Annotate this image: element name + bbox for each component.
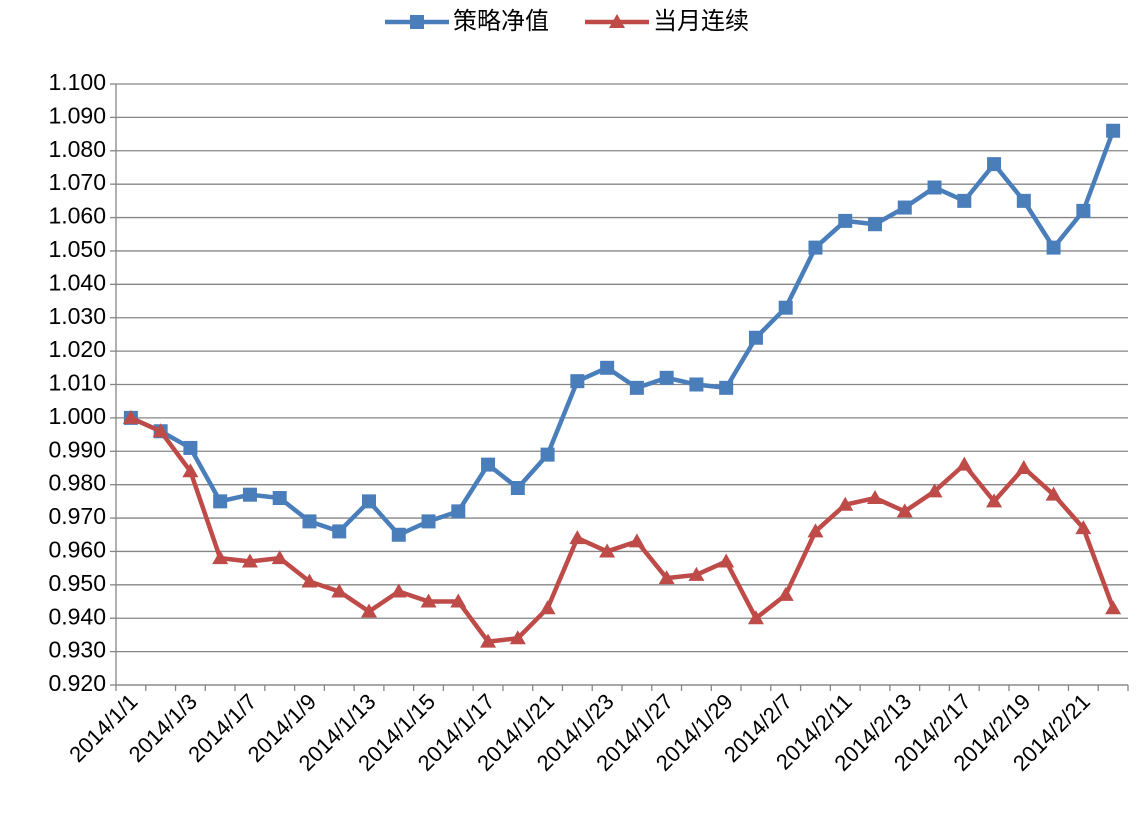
y-tick-label: 1.020 xyxy=(48,336,106,362)
y-tick-label: 1.060 xyxy=(48,203,106,229)
data-point xyxy=(599,543,616,558)
data-point xyxy=(719,380,734,395)
data-point xyxy=(747,610,764,625)
data-point xyxy=(896,503,913,518)
y-tick-label: 1.040 xyxy=(48,269,106,295)
legend-label: 策略净值 xyxy=(453,7,549,35)
y-tick-label: 0.940 xyxy=(48,603,106,629)
data-point xyxy=(510,481,525,496)
data-point xyxy=(659,370,674,385)
data-point xyxy=(332,524,347,539)
data-point xyxy=(301,573,318,588)
data-point xyxy=(628,533,645,548)
data-point xyxy=(450,593,467,608)
data-point xyxy=(481,457,496,472)
data-point xyxy=(926,483,943,498)
data-point xyxy=(718,553,735,568)
data-point xyxy=(837,496,854,511)
data-point xyxy=(927,180,942,195)
data-point xyxy=(391,527,406,542)
legend-label: 当月连续 xyxy=(653,7,749,35)
data-point xyxy=(957,193,972,208)
data-point xyxy=(242,487,257,502)
data-point xyxy=(213,494,228,509)
data-point xyxy=(1016,193,1031,208)
data-point xyxy=(302,514,317,529)
data-point xyxy=(807,523,824,538)
y-tick-label: 1.090 xyxy=(48,102,106,128)
y-tick-label: 1.010 xyxy=(48,370,106,396)
data-point xyxy=(986,493,1003,508)
data-point xyxy=(241,553,258,568)
data-point xyxy=(778,300,793,315)
data-point xyxy=(688,566,705,581)
data-point xyxy=(272,491,287,506)
y-tick-label: 0.950 xyxy=(48,570,106,596)
data-point xyxy=(658,570,675,585)
data-point xyxy=(570,374,585,389)
data-point xyxy=(629,380,644,395)
y-tick-label: 0.920 xyxy=(48,670,106,696)
data-point xyxy=(1105,600,1122,615)
data-point xyxy=(1046,240,1061,255)
data-point xyxy=(271,550,288,565)
y-tick-label: 1.080 xyxy=(48,136,106,162)
data-point xyxy=(421,514,436,529)
data-point xyxy=(600,360,615,375)
data-point xyxy=(182,463,199,478)
data-point xyxy=(897,200,912,215)
data-point xyxy=(689,377,704,392)
data-point xyxy=(838,213,853,228)
legend-marker xyxy=(609,14,625,28)
data-point xyxy=(390,583,407,598)
series-line xyxy=(129,129,1116,537)
data-point xyxy=(212,550,229,565)
data-point xyxy=(509,630,526,645)
data-point xyxy=(122,409,139,424)
data-point xyxy=(808,240,823,255)
y-tick-label: 0.990 xyxy=(48,436,106,462)
y-tick-label: 1.050 xyxy=(48,236,106,262)
data-point xyxy=(748,330,763,345)
data-point xyxy=(451,504,466,519)
data-point xyxy=(868,217,882,232)
data-point xyxy=(152,423,169,438)
data-point xyxy=(569,530,586,545)
data-point xyxy=(420,593,437,608)
y-tick-label: 0.930 xyxy=(48,637,106,663)
data-point xyxy=(956,456,973,471)
data-point xyxy=(867,490,883,505)
data-point xyxy=(1075,520,1092,535)
data-point xyxy=(331,583,348,598)
data-point xyxy=(540,447,555,462)
y-tick-label: 1.000 xyxy=(48,403,106,429)
data-point xyxy=(183,440,198,455)
data-point xyxy=(1045,486,1062,501)
data-point xyxy=(480,633,497,648)
data-point xyxy=(777,586,794,601)
data-point xyxy=(1076,203,1091,218)
data-point xyxy=(987,157,1002,172)
y-tick-label: 1.100 xyxy=(48,69,106,95)
data-point xyxy=(1106,123,1121,138)
data-point xyxy=(361,603,377,618)
data-point xyxy=(1015,459,1032,474)
y-tick-label: 0.980 xyxy=(48,470,106,496)
y-tick-label: 1.030 xyxy=(48,303,106,329)
legend-marker xyxy=(410,15,424,29)
series-line xyxy=(129,415,1116,644)
y-tick-label: 0.960 xyxy=(48,537,106,563)
data-point xyxy=(362,494,376,509)
y-tick-label: 1.070 xyxy=(48,169,106,195)
y-tick-label: 0.970 xyxy=(48,503,106,529)
data-point xyxy=(539,600,556,615)
